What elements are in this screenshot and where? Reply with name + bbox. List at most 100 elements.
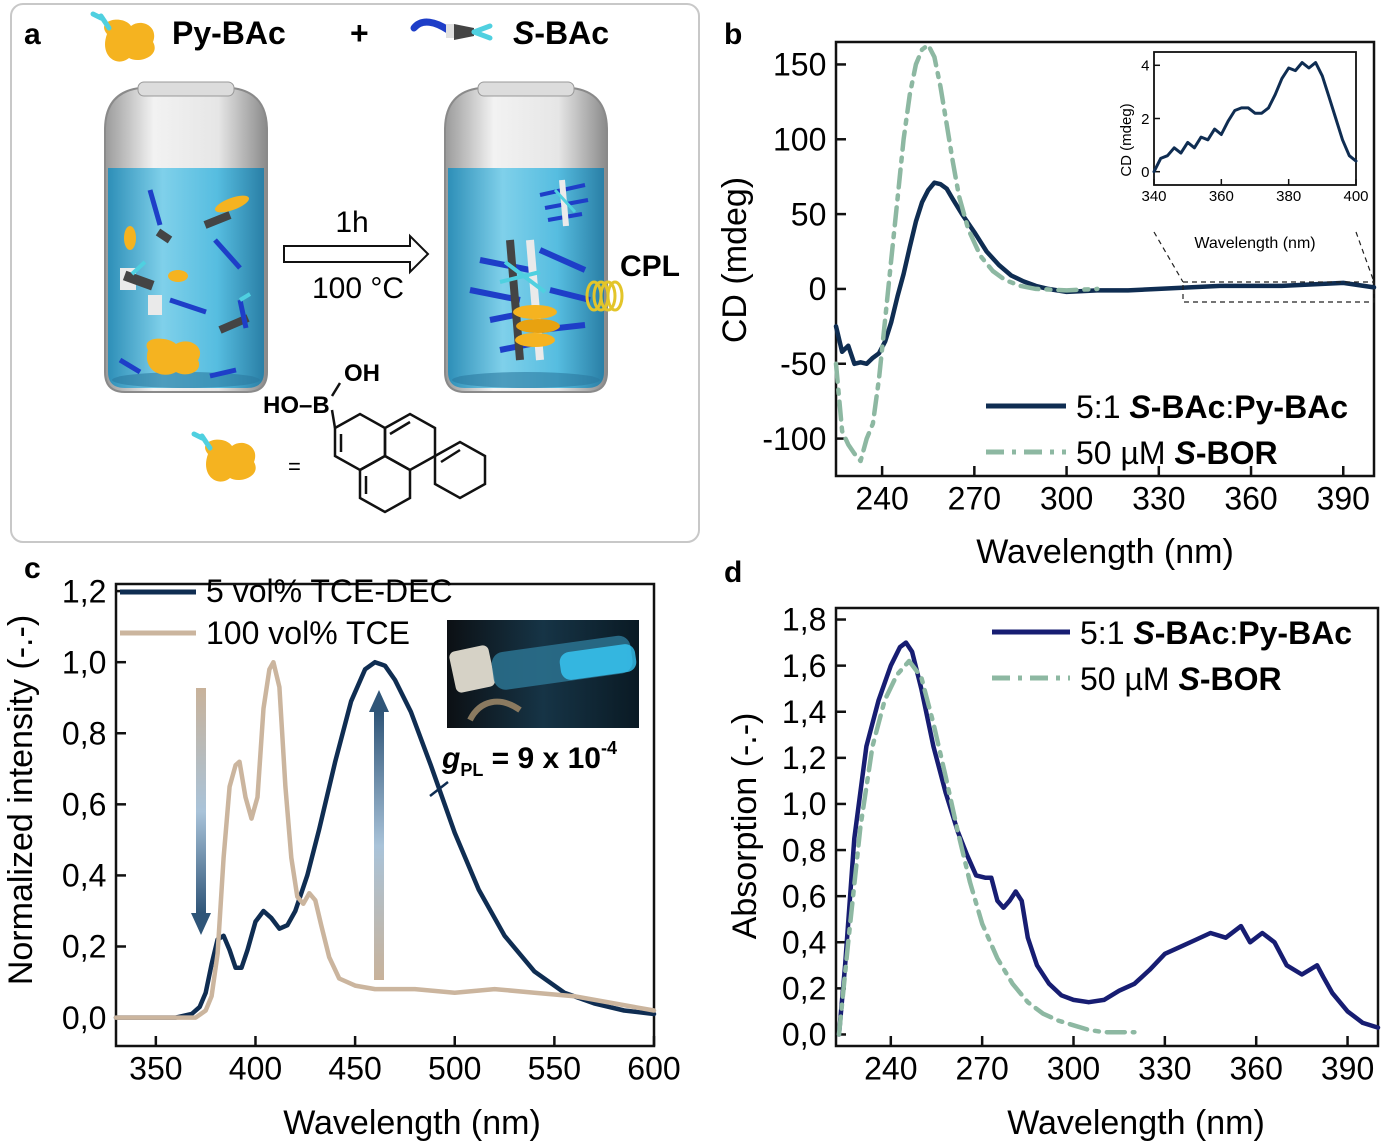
legend-d-label-0: 5:1 S-BAc:Py-BAc (1080, 615, 1352, 651)
small-assembly (539, 179, 589, 227)
chart-c-xlabel: Wavelength (nm) (283, 1104, 541, 1142)
chart-c-xtick-label: 350 (129, 1051, 182, 1087)
chart-d-ytick-label: 0,8 (782, 832, 826, 868)
arrow-time: 1h (335, 206, 368, 239)
chart-d-series-0-line (836, 640, 1381, 1037)
annotation-leader (429, 781, 449, 797)
hob-label: HO–B (263, 392, 330, 419)
vial-photo (447, 620, 639, 728)
panel-a-letter: a (24, 18, 41, 51)
py-bac-structure: = OH HO–B (191, 360, 487, 514)
legend-b-label-0: 5:1 S-BAc:Py-BAc (1076, 389, 1348, 425)
chart-c-series (113, 659, 657, 1020)
panel-b-letter: b (724, 18, 742, 51)
py-bac-icon (90, 11, 155, 62)
chart-d-ytick-label: 0,6 (782, 878, 826, 914)
chart-d-ytick-label: 1,2 (782, 740, 826, 776)
panel-d-letter: d (724, 556, 742, 589)
chart-b-xlabel: Wavelength (nm) (976, 533, 1234, 571)
chart-c-xtick-label: 550 (528, 1051, 581, 1087)
panel-c: c 350 400 450 500 550 600 0,0 0,2 0,4 0,6 0,8 1,0 1,… (2, 552, 681, 1142)
decrease-arrow (191, 688, 211, 935)
chart-c-ytick-label: 0,4 (62, 858, 106, 894)
chart-c-xtick-label: 450 (328, 1051, 381, 1087)
chart-c-ytick-label: 0,8 (62, 715, 106, 751)
helical-assembly (469, 239, 591, 361)
chart-b-xtick-label: 390 (1317, 481, 1370, 517)
chart-b-inset-ytick-label: 4 (1141, 58, 1149, 75)
chart-d-xtick-label: 360 (1230, 1051, 1283, 1087)
chart-d-xtick-label: 390 (1321, 1051, 1374, 1087)
chart-b-xtick-label: 240 (855, 481, 908, 517)
chart-c-series-1-line (113, 659, 657, 1020)
chart-d-xtick-label: 240 (864, 1051, 917, 1087)
reagent-s-bac: S-BAc (513, 15, 609, 51)
chart-b-inset-xtick-label: 340 (1141, 188, 1166, 205)
chart-b-ytick-label: -50 (780, 346, 826, 382)
legend-d-label-1: 50 µM S-BOR (1080, 661, 1282, 697)
chart-d-xtick-label: 270 (955, 1051, 1008, 1087)
chart-c-ytick-label: 0,2 (62, 929, 106, 965)
chart-b-series-1-line (833, 42, 1100, 464)
reaction-arrow: 1h 100 °C (283, 206, 430, 305)
legend-b-label-1: 50 µM S-BOR (1076, 435, 1278, 471)
chart-c-ticks: 350 400 450 500 550 600 0,0 0,2 0,4 0,6 0,8 1,0 1,2 (62, 573, 681, 1086)
chart-d-ylabel: Absorption (-.-) (726, 713, 764, 940)
chart-b-inset-line (1152, 61, 1358, 174)
chart-c-ylabel: Normalized intensity (-.-) (2, 615, 40, 985)
chart-d-ytick-label: 1,8 (782, 602, 826, 638)
chart-b-xtick-label: 330 (1132, 481, 1185, 517)
chart-b-inset-xtick-label: 360 (1209, 188, 1234, 205)
chart-c-xtick-label: 600 (627, 1051, 680, 1087)
chart-b-xtick-label: 270 (948, 481, 1001, 517)
chart-b-ytick-label: 150 (773, 47, 826, 83)
vial-left (104, 81, 268, 393)
chart-b-inset-frame (1153, 51, 1357, 186)
chart-c-xtick-label: 400 (229, 1051, 282, 1087)
chart-b-frame (834, 40, 1376, 478)
chart-c-ytick-label: 0,0 (62, 1000, 106, 1036)
s-bac-icon (410, 18, 493, 41)
chart-c-frame (114, 582, 656, 1048)
chart-d-series-1-line (836, 658, 1137, 1037)
cpl-spiral-icon (585, 280, 624, 312)
chart-d-series (836, 640, 1381, 1037)
cpl-label: CPL (620, 250, 680, 283)
chart-d-xtick-label: 300 (1047, 1051, 1100, 1087)
chart-d-xlabel: Wavelength (nm) (1007, 1104, 1265, 1142)
chart-d-ytick-label: 0,2 (782, 971, 826, 1007)
pyrene-rings (330, 409, 487, 514)
vial-right: CPL (444, 81, 680, 393)
chart-c-ytick-label: 0,6 (62, 787, 106, 823)
oh-label: OH (344, 360, 380, 387)
chart-c-ytick-label: 1,2 (62, 573, 106, 609)
chart-d-ytick-label: 1,4 (782, 694, 826, 730)
chart-d-ytick-label: 0,4 (782, 924, 826, 960)
chart-d-ytick-label: 0,0 (782, 1017, 826, 1053)
chart-b-inset-xtick-label: 380 (1276, 188, 1301, 205)
chart-b-ylabel: CD (mdeg) (716, 177, 754, 343)
chart-d-ytick-label: 1,6 (782, 648, 826, 684)
chart-b-ytick-label: 100 (773, 121, 826, 157)
chart-b-series-0-line (833, 180, 1377, 367)
chart-b-inset-xlabel: Wavelength (nm) (1194, 235, 1315, 252)
chart-b-inset-ytick-label: 2 (1141, 111, 1149, 128)
chart-b-inset-ylabel: CD (mdeg) (1118, 103, 1135, 176)
chart-b-inset-series (1152, 61, 1358, 174)
panel-c-letter: c (24, 552, 41, 585)
chart-c-ytick-label: 1,0 (62, 644, 106, 680)
chart-b-ytick-label: 50 (791, 196, 827, 232)
chart-b-ytick-label: 0 (809, 271, 827, 307)
reagent-py-bac: Py-BAc (172, 15, 286, 51)
chart-c-legend: 5 vol% TCE-DEC 100 vol% TCE (120, 573, 453, 651)
chart-b-series (833, 42, 1377, 464)
legend-c-label-0: 5 vol% TCE-DEC (206, 573, 453, 609)
monomer-mix-left (118, 189, 252, 379)
chart-b-legend: 5:1 S-BAc:Py-BAc 50 µM S-BOR (986, 389, 1348, 471)
chart-d-legend: 5:1 S-BAc:Py-BAc 50 µM S-BOR (992, 615, 1352, 697)
chart-c-annotation: gPL = 9 x 10-4 (441, 738, 617, 780)
chart-b-inset-xtick-label: 400 (1343, 188, 1368, 205)
